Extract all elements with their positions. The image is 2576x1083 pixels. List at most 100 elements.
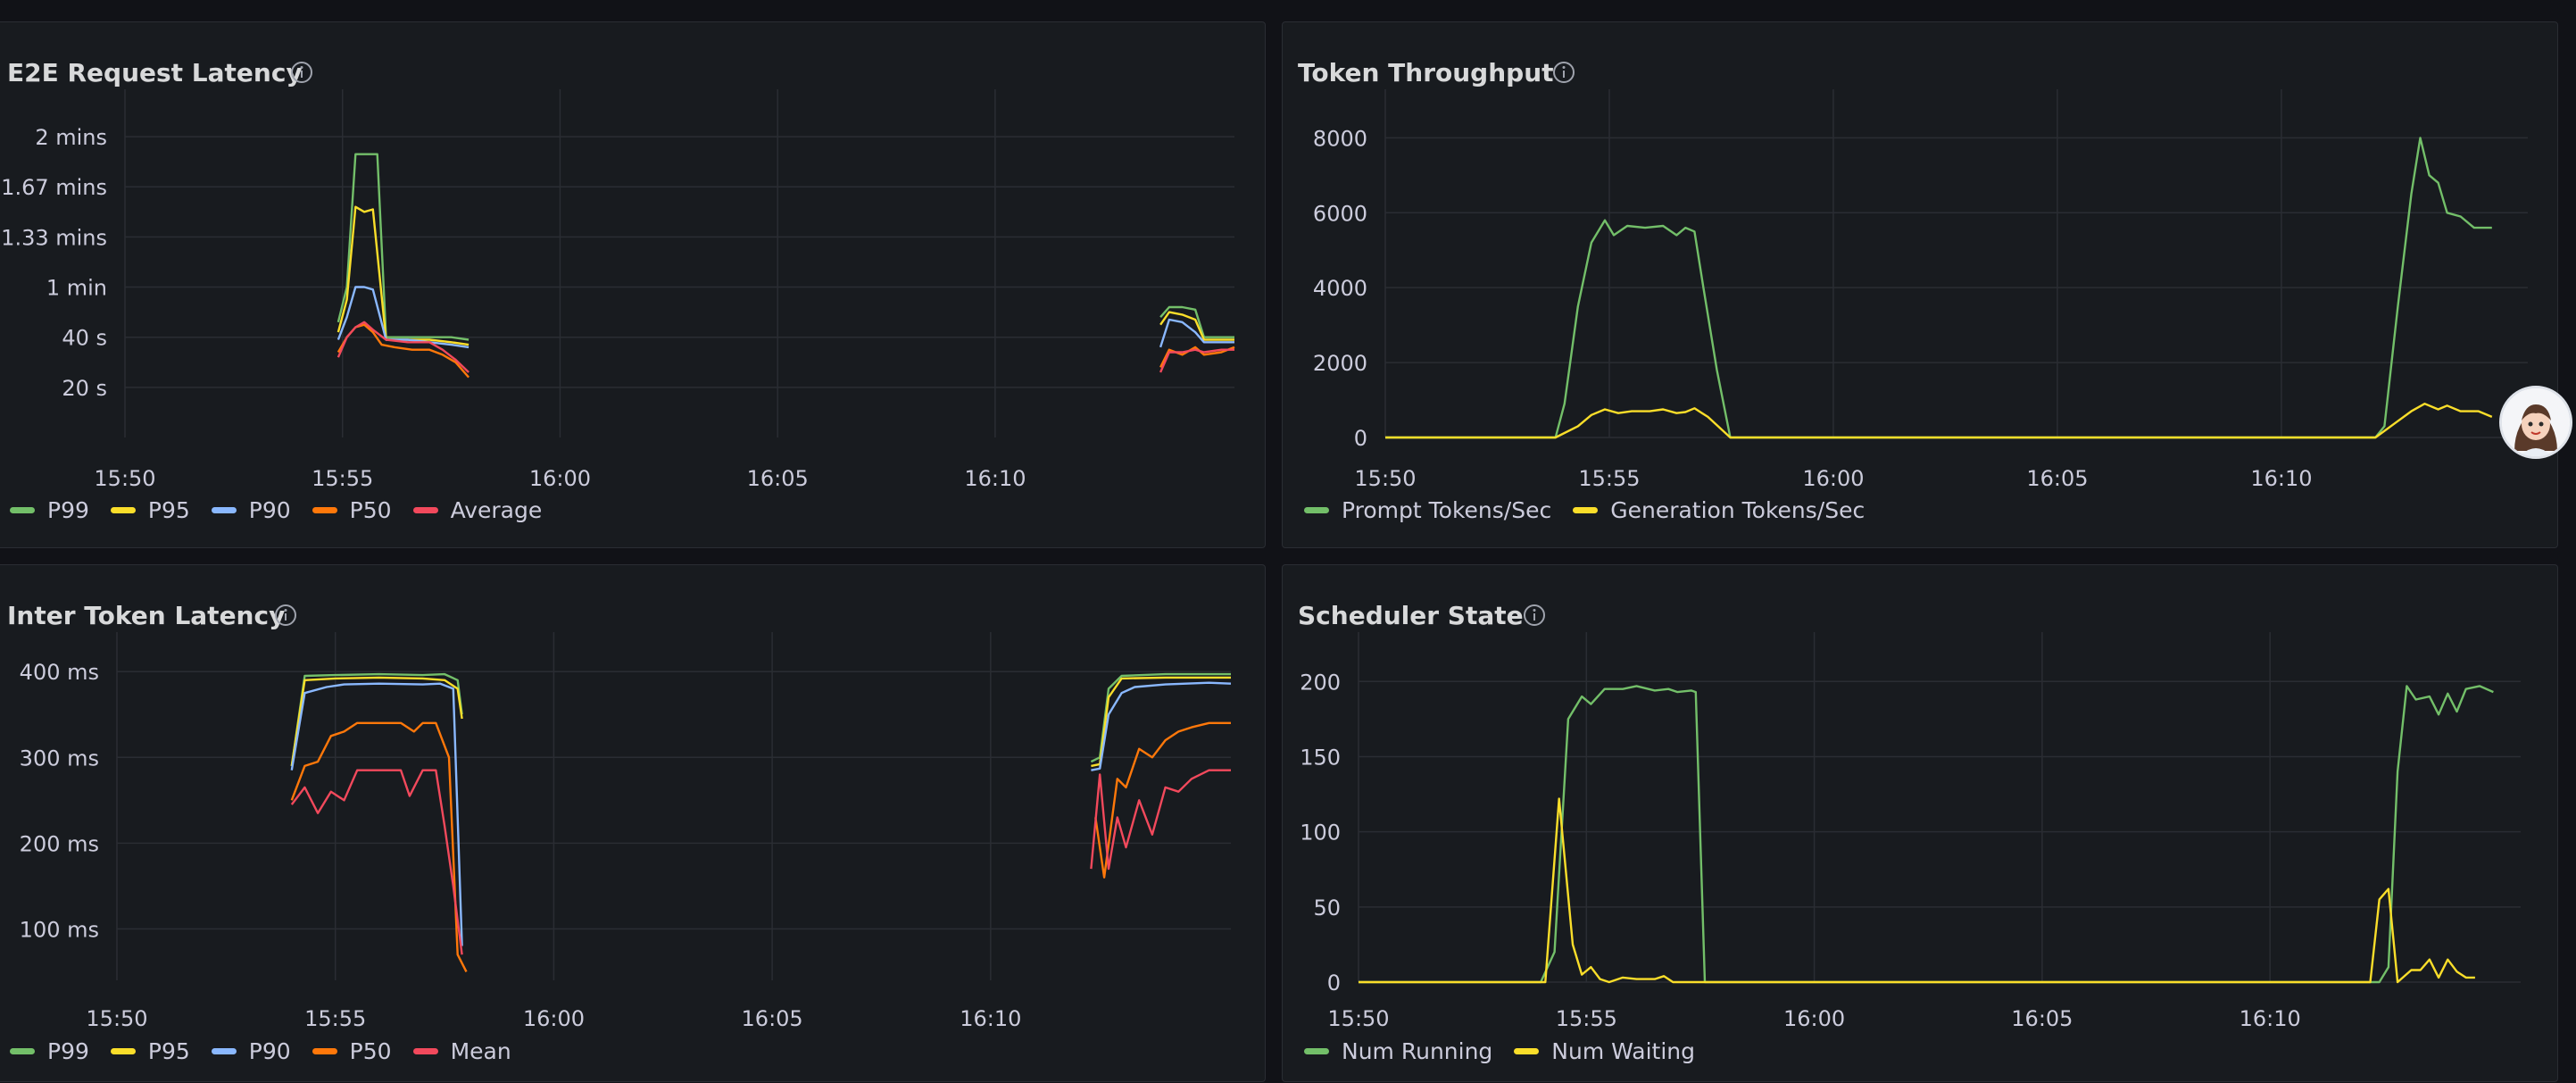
series-line-p99[interactable] xyxy=(1159,305,1234,338)
series-line-p50[interactable] xyxy=(1094,721,1231,879)
info-icon[interactable] xyxy=(1551,60,1576,85)
x-tick-label: 16:10 xyxy=(960,1006,1021,1031)
x-tick-label: 15:50 xyxy=(1354,466,1416,491)
legend-item[interactable]: P99 xyxy=(10,1038,89,1064)
series-line-generation-tokens-sec[interactable] xyxy=(1385,403,2493,439)
y-tick-label: 150 xyxy=(1300,745,1341,770)
x-tick-label: 16:00 xyxy=(523,1006,585,1031)
legend-item[interactable]: P90 xyxy=(211,497,291,523)
legend-label: Num Waiting xyxy=(1551,1038,1695,1064)
panel-inter-token-latency: Inter Token Latency 100 ms 200 ms 300 ms 40… xyxy=(0,564,1266,1082)
series-line-average[interactable] xyxy=(1159,348,1234,373)
series-line-average[interactable] xyxy=(337,321,469,373)
legend-item[interactable]: Num Waiting xyxy=(1514,1038,1695,1064)
series-line-p95[interactable] xyxy=(1091,676,1231,768)
legend: P99 P95 P90 P50 Mean xyxy=(10,1038,511,1064)
series-line-mean[interactable] xyxy=(1090,769,1231,871)
series-line-p90[interactable] xyxy=(1091,681,1232,771)
series-line-p50[interactable] xyxy=(1159,346,1235,368)
series-line-p90[interactable] xyxy=(290,682,463,946)
legend: Num Running Num Waiting xyxy=(1304,1038,1695,1064)
y-tick-label: 6000 xyxy=(1313,201,1367,226)
avatar-face-icon xyxy=(2502,388,2570,456)
x-tick-label: 15:55 xyxy=(1578,466,1640,491)
series-line-num-waiting[interactable] xyxy=(1359,797,2475,984)
series-line-p99[interactable] xyxy=(290,672,463,767)
info-icon[interactable] xyxy=(273,603,298,628)
legend-label: Prompt Tokens/Sec xyxy=(1342,497,1552,523)
y-tick-label: 8000 xyxy=(1313,126,1367,151)
legend-label: P95 xyxy=(147,1038,190,1064)
info-icon[interactable] xyxy=(1522,603,1547,628)
y-tick-label: 40 s xyxy=(62,326,107,351)
series-line-p95[interactable] xyxy=(290,676,463,767)
x-tick-label: 16:10 xyxy=(964,466,1026,491)
panel-token-throughput: Token Throughput 0 2000 4000 6000 8000 15:50 1… xyxy=(1282,21,2558,548)
legend-label: P90 xyxy=(248,1038,291,1064)
series-line-p99[interactable] xyxy=(337,153,469,341)
chart-scheduler-state: 0 50 100 150 200 15:50 15:55 16:00 16:05 16:10 xyxy=(1300,632,2521,1031)
legend-item[interactable]: Mean xyxy=(412,1038,511,1064)
legend-swatch xyxy=(211,1048,237,1054)
series-line-p50[interactable] xyxy=(337,323,470,379)
x-tick-label: 16:10 xyxy=(2239,1006,2301,1031)
x-tick-label: 16:05 xyxy=(747,466,809,491)
y-tick-label: 300 ms xyxy=(20,746,99,771)
info-icon[interactable] xyxy=(289,60,314,85)
legend-label: P95 xyxy=(147,497,190,523)
x-tick-label: 16:00 xyxy=(529,466,591,491)
panel-scheduler-state: Scheduler State 0 50 100 150 200 15:50 15:55 16… xyxy=(1282,564,2558,1082)
series-line-mean[interactable] xyxy=(290,769,463,955)
legend-item[interactable]: Prompt Tokens/Sec xyxy=(1304,497,1551,523)
legend-label: Mean xyxy=(450,1038,511,1064)
legend-swatch xyxy=(110,1048,136,1054)
x-tick-label: 16:10 xyxy=(2250,466,2312,491)
chart-token-throughput: 0 2000 4000 6000 8000 15:50 15:55 16:00 16:05 16:… xyxy=(1313,89,2528,491)
legend-item[interactable]: Generation Tokens/Sec xyxy=(1573,497,1865,523)
series-line-p95[interactable] xyxy=(1159,311,1234,341)
legend-swatch xyxy=(1304,507,1329,513)
panel-e2e-request-latency: E2E Request Latency 20 s 40 s 1 min 1.33 mi… xyxy=(0,21,1266,548)
legend-item[interactable]: P99 xyxy=(10,497,89,523)
series-line-num-running[interactable] xyxy=(1359,685,2494,984)
x-tick-label: 15:50 xyxy=(94,466,155,491)
legend-swatch xyxy=(10,507,35,513)
legend-item[interactable]: P90 xyxy=(211,1038,291,1064)
legend-swatch xyxy=(312,507,337,513)
x-tick-label: 15:55 xyxy=(1556,1006,1617,1031)
y-tick-label: 100 ms xyxy=(20,917,99,942)
y-tick-label: 1 min xyxy=(46,276,107,301)
chart-e2e-request-latency: 20 s 40 s 1 min 1.33 mins 1.67 mins 2 mins 15:… xyxy=(1,89,1235,491)
series-line-p90[interactable] xyxy=(337,286,469,349)
legend-swatch xyxy=(412,1048,438,1054)
legend-swatch xyxy=(10,1048,35,1054)
assistant-avatar[interactable] xyxy=(2499,386,2572,459)
legend-item[interactable]: P50 xyxy=(312,497,392,523)
legend-label: P99 xyxy=(47,497,89,523)
legend-item[interactable]: P95 xyxy=(110,1038,190,1064)
y-tick-label: 200 xyxy=(1300,670,1341,695)
legend: P99 P95 P90 P50 Average xyxy=(10,497,542,523)
series-line-p50[interactable] xyxy=(290,721,468,972)
legend-swatch xyxy=(1304,1048,1329,1054)
legend-label: Average xyxy=(450,497,543,523)
series-line-p90[interactable] xyxy=(1159,318,1234,348)
series-line-p95[interactable] xyxy=(337,205,469,346)
y-tick-label: 1.67 mins xyxy=(1,175,107,200)
legend-item[interactable]: P95 xyxy=(110,497,190,523)
x-tick-label: 15:55 xyxy=(312,466,373,491)
y-tick-label: 50 xyxy=(1313,896,1341,921)
legend-label: P90 xyxy=(248,497,291,523)
x-tick-label: 15:50 xyxy=(1327,1006,1389,1031)
panel-title: Scheduler State xyxy=(1298,601,1524,630)
y-tick-label: 0 xyxy=(1327,971,1341,996)
x-tick-label: 15:50 xyxy=(86,1006,147,1031)
legend-item[interactable]: Average xyxy=(412,497,543,523)
legend-swatch xyxy=(412,507,438,513)
series-line-prompt-tokens-sec[interactable] xyxy=(1385,137,2492,439)
x-tick-label: 16:05 xyxy=(2011,1006,2073,1031)
legend-item[interactable]: P50 xyxy=(312,1038,392,1064)
legend-item[interactable]: Num Running xyxy=(1304,1038,1492,1064)
series-line-p99[interactable] xyxy=(1090,672,1231,763)
y-tick-label: 4000 xyxy=(1313,276,1367,301)
